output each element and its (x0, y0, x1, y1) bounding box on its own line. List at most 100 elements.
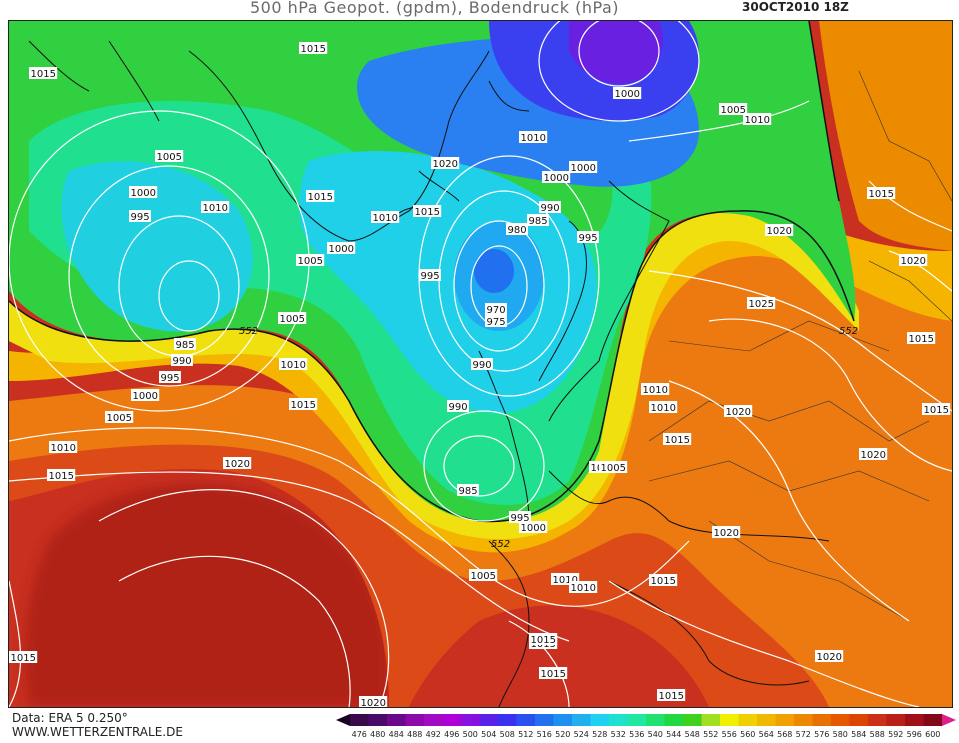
isobar-label: 970 (487, 305, 506, 316)
band-yelloworange (9, 214, 952, 553)
legend-swatch (572, 714, 591, 726)
legend-tick-label: 540 (648, 730, 663, 739)
isobar-label: 1010 (281, 360, 306, 371)
legend-swatch (738, 714, 758, 726)
isobar-label: 1005 (157, 152, 182, 163)
isobar-label: 990 (449, 402, 468, 413)
isobar-label-bg (296, 254, 325, 266)
isobar-label: 1015 (869, 189, 894, 200)
legend-swatch (720, 714, 739, 726)
legend-tick-label: 568 (777, 730, 792, 739)
isobar-label-bg (105, 411, 134, 423)
isobar-label-bg (131, 389, 160, 401)
map-header: 500 hPa Geopot. (gpdm), Bodendruck (hPa)… (0, 0, 959, 20)
legend-tick-label: 496 (444, 730, 459, 739)
legend-swatch (498, 714, 517, 726)
contour-552-labels: 552 552 552 (239, 326, 858, 550)
isobar-label-bg (577, 231, 599, 243)
isobar-label-bg (174, 338, 196, 350)
isobar-label: 1005 (601, 463, 626, 474)
isobar-label: 1020 (361, 698, 386, 707)
isobar-label: 1000 (131, 188, 156, 199)
contour-552-label: 552 (839, 326, 858, 337)
isobar-label-bg (431, 157, 460, 169)
isobar-label: 1000 (329, 244, 354, 255)
isobar-label: 1015 (909, 334, 934, 345)
isobar-label: 1010 (373, 213, 398, 224)
data-source-label: Data: ERA 5 0.250° (12, 711, 128, 725)
isobar-label-bg (159, 371, 181, 383)
isobar-label-bg (509, 511, 531, 523)
isobar-label-bg (663, 433, 692, 445)
isobar-label: 1010 (745, 115, 770, 126)
legend-tick-label: 524 (574, 730, 589, 739)
isobar-label: 1000 (521, 523, 546, 534)
isobar-label-bg (743, 113, 772, 125)
isobar-label-bg (447, 400, 469, 412)
isobar-label-bg (657, 689, 686, 701)
isobar-label: 1005 (280, 314, 305, 325)
isobar-label: 1015 (291, 400, 316, 411)
isobar-label-bg (371, 211, 400, 223)
legend-swatch (775, 714, 795, 726)
isobar-label-bg (129, 210, 151, 222)
legend-tick-label: 556 (722, 730, 737, 739)
isobar-label-bg (599, 461, 628, 473)
legend-swatch (868, 714, 887, 726)
legend-tick-label: 528 (592, 730, 607, 739)
isobar-label-bg (649, 401, 678, 413)
isobar-label-bg (641, 383, 670, 395)
isobar-label-bg (327, 242, 356, 254)
map-title: 500 hPa Geopot. (gpdm), Bodendruck (hPa) (250, 0, 620, 17)
isobar-label-bg (359, 696, 388, 707)
legend-tick-label: 592 (888, 730, 903, 739)
legend-tick-label: 532 (611, 730, 626, 739)
isobar-label: 1010 (643, 385, 668, 396)
isobar-label: 1010 (203, 203, 228, 214)
isobar-label: 1005 (471, 571, 496, 582)
contour-552-label: 552 (491, 539, 510, 550)
legend-tick-label: 600 (925, 730, 940, 739)
legend-swatch (849, 714, 869, 726)
legend-tick-label: 480 (370, 730, 385, 739)
isobar-label-bg (278, 312, 307, 324)
isobar-label-bg (171, 354, 193, 366)
isobar-label: 1020 (726, 407, 751, 418)
isobar-label: 985 (176, 340, 195, 351)
map-datetime: 30OCT2010 18Z (742, 0, 849, 14)
weather-map[interactable]: 552 552 552 1015 1015 1005 1000 995 1010 1015 1… (8, 20, 953, 708)
legend-arrow-left (336, 714, 350, 726)
isobar-label-bg (724, 405, 753, 417)
legend-swatch (831, 714, 850, 726)
band-darkred-high (25, 483, 389, 707)
coastlines (28, 40, 952, 707)
isobar-label: 1015 (665, 435, 690, 446)
isobar-label: 995 (131, 212, 150, 223)
legend-swatch (424, 714, 443, 726)
isobar-label-bg (765, 224, 794, 236)
legend-tick-label: 508 (500, 730, 515, 739)
band-orange (9, 219, 952, 707)
isobar-label: 1000 (615, 89, 640, 100)
legend-swatch (664, 714, 684, 726)
isobar-label-bg (9, 651, 38, 663)
legend-tick-label: 588 (870, 730, 885, 739)
legend-tick-label: 516 (537, 730, 552, 739)
band-orange-northeast (819, 21, 952, 251)
isobar-label-bg (649, 574, 678, 586)
legend-tick-label: 504 (481, 730, 496, 739)
legend-tick-label: 596 (907, 730, 922, 739)
isobar-label-bg (289, 398, 318, 410)
isobar-label: 990 (541, 203, 560, 214)
isobar-label-bg (569, 161, 598, 173)
legend-swatch (461, 714, 480, 726)
legend-swatch (757, 714, 776, 726)
isobar-label: 1010 (571, 583, 596, 594)
legend-swatch (886, 714, 906, 726)
contour-552-line (9, 210, 855, 523)
isobar-label: 1015 (49, 471, 74, 482)
isobar-label: 1020 (714, 528, 739, 539)
isobar-labels: 1015 1015 1005 1000 995 1010 1015 1010 1015 1020 1… (9, 42, 951, 707)
isobar-label: 1000 (571, 163, 596, 174)
legend-swatch (590, 714, 610, 726)
